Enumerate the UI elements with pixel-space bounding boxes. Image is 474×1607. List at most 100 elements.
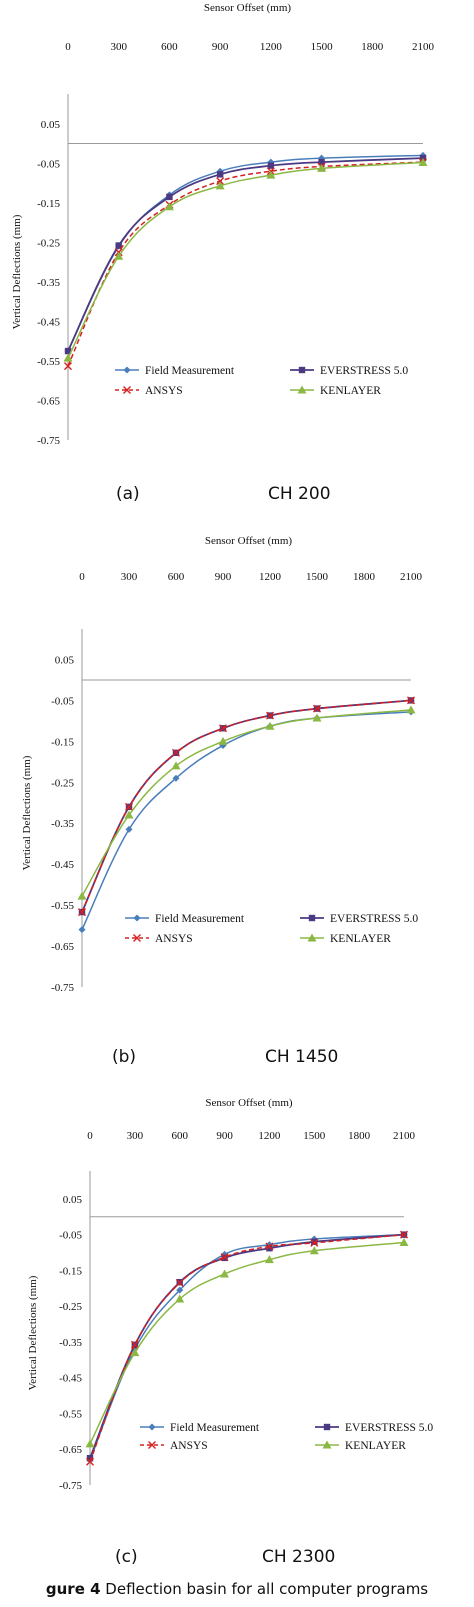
- data-point: [313, 704, 321, 713]
- y-tick-label: -0.05: [51, 695, 74, 707]
- x-tick-label: 1500: [303, 1130, 326, 1142]
- legend-item: KENLAYER: [290, 385, 381, 397]
- y-tick-label: -0.15: [59, 1265, 82, 1277]
- x-tick-label: 1500: [306, 571, 329, 583]
- x-tick-label: 300: [121, 571, 138, 583]
- series-line: [67, 161, 424, 367]
- y-tick-label: -0.65: [37, 395, 60, 407]
- data-point: [264, 1255, 274, 1264]
- chart-panel-c: Sensor Offset (mm) 0 300 600 900 1200 1500 1800…: [0, 1090, 474, 1580]
- y-axis-title: Vertical Deflections (mm): [21, 755, 33, 870]
- series-kenlayer: [63, 158, 428, 362]
- series-field: [78, 708, 415, 934]
- y-tick-label: -0.45: [37, 316, 60, 328]
- y-tick-label: 0.05: [63, 1194, 83, 1206]
- data-point: [85, 1439, 95, 1448]
- y-tick-label: -0.65: [59, 1444, 82, 1456]
- data-point: [310, 1238, 319, 1247]
- x-tick-label: 1800: [348, 1130, 371, 1142]
- legend: Field Measurement EVERSTRESS 5.0 ANSYS KENL…: [125, 913, 418, 945]
- section-label: CH 2300: [262, 1547, 336, 1567]
- series-kenlayer: [77, 705, 416, 900]
- series-kenlayer: [85, 1238, 409, 1448]
- data-point: [114, 251, 124, 260]
- data-point: [266, 711, 274, 720]
- x-tick-label: 1500: [311, 41, 334, 53]
- x-tick-label: 1200: [260, 41, 283, 53]
- legend-item: ANSYS: [115, 385, 183, 397]
- legend-marker: [133, 914, 141, 922]
- legend-label: KENLAYER: [320, 385, 381, 397]
- data-point: [418, 158, 428, 167]
- legend-marker: [148, 1423, 156, 1431]
- legend-label: Field Measurement: [155, 913, 245, 925]
- data-point: [86, 1457, 94, 1466]
- y-tick-label: -0.35: [59, 1337, 82, 1349]
- y-axis-title: Vertical Deflections (mm): [27, 1275, 39, 1390]
- data-point: [171, 761, 181, 770]
- figure-label: gure 4: [45, 1580, 101, 1598]
- y-tick-label: -0.25: [51, 777, 74, 789]
- y-tick-label: -0.55: [37, 356, 60, 368]
- y-tick-label: -0.75: [37, 435, 60, 447]
- legend-marker: [123, 386, 131, 394]
- x-tick-label: 0: [65, 41, 71, 53]
- data-point: [317, 163, 327, 172]
- legend-label: KENLAYER: [345, 1440, 406, 1452]
- y-tick-label: -0.55: [51, 900, 74, 912]
- data-point: [172, 774, 180, 782]
- legend-label: Field Measurement: [170, 1422, 260, 1434]
- legend-item: Field Measurement: [140, 1422, 260, 1434]
- data-point: [309, 1246, 319, 1255]
- chart-panel-a: Sensor Offset (mm) 0 300 600 900 1200 1500 1800…: [0, 0, 474, 530]
- legend-label: KENLAYER: [330, 933, 391, 945]
- legend-marker: [308, 914, 316, 922]
- data-point: [125, 825, 133, 833]
- y-tick-label: -0.75: [59, 1480, 82, 1492]
- section-label: CH 200: [268, 484, 331, 504]
- section-label: CH 1450: [265, 1047, 339, 1067]
- y-tick-label: -0.05: [37, 158, 60, 170]
- x-axis-title: Sensor Offset (mm): [204, 2, 292, 14]
- data-point: [77, 891, 87, 900]
- legend-marker: [148, 1441, 156, 1449]
- legend-marker: [133, 934, 141, 942]
- y-tick-label: -0.25: [59, 1301, 82, 1313]
- data-point: [312, 713, 322, 722]
- data-point: [219, 724, 227, 733]
- data-point: [216, 171, 224, 178]
- data-point: [219, 741, 227, 749]
- x-tick-label: 2100: [412, 41, 435, 53]
- data-point: [130, 1340, 139, 1349]
- legend-item: KENLAYER: [315, 1440, 406, 1452]
- data-point: [172, 748, 180, 757]
- y-tick-label: -0.45: [51, 859, 74, 871]
- x-tick-label: 2100: [400, 571, 423, 583]
- x-tick-label: 600: [161, 41, 178, 53]
- data-point: [218, 736, 228, 745]
- y-tick-label: -0.05: [59, 1230, 82, 1242]
- series-ansys: [64, 158, 427, 371]
- legend-item: Field Measurement: [125, 913, 245, 925]
- x-tick-label: 0: [87, 1130, 93, 1142]
- x-tick-label: 0: [79, 571, 85, 583]
- legend: Field Measurement EVERSTRESS 5.0 ANSYS KENL…: [115, 365, 408, 397]
- subfigure-label: (a): [116, 484, 140, 504]
- data-point: [311, 1238, 318, 1245]
- data-point: [400, 1230, 408, 1239]
- figure-caption: gure 4 Deflection basin for all computer…: [0, 1580, 474, 1598]
- x-tick-label: 1800: [361, 41, 384, 53]
- legend-item: EVERSTRESS 5.0: [300, 913, 418, 925]
- series-line: [81, 711, 412, 931]
- data-point: [220, 1253, 229, 1262]
- legend-label: ANSYS: [145, 385, 183, 397]
- legend-label: ANSYS: [170, 1440, 208, 1452]
- y-axis-title: Vertical Deflections (mm): [11, 214, 23, 329]
- legend-item: KENLAYER: [300, 933, 391, 945]
- x-tick-label: 900: [216, 1130, 233, 1142]
- x-tick-label: 1200: [258, 1130, 281, 1142]
- data-point: [78, 908, 86, 917]
- data-point: [63, 353, 73, 362]
- data-point: [216, 177, 225, 186]
- data-point: [407, 696, 415, 705]
